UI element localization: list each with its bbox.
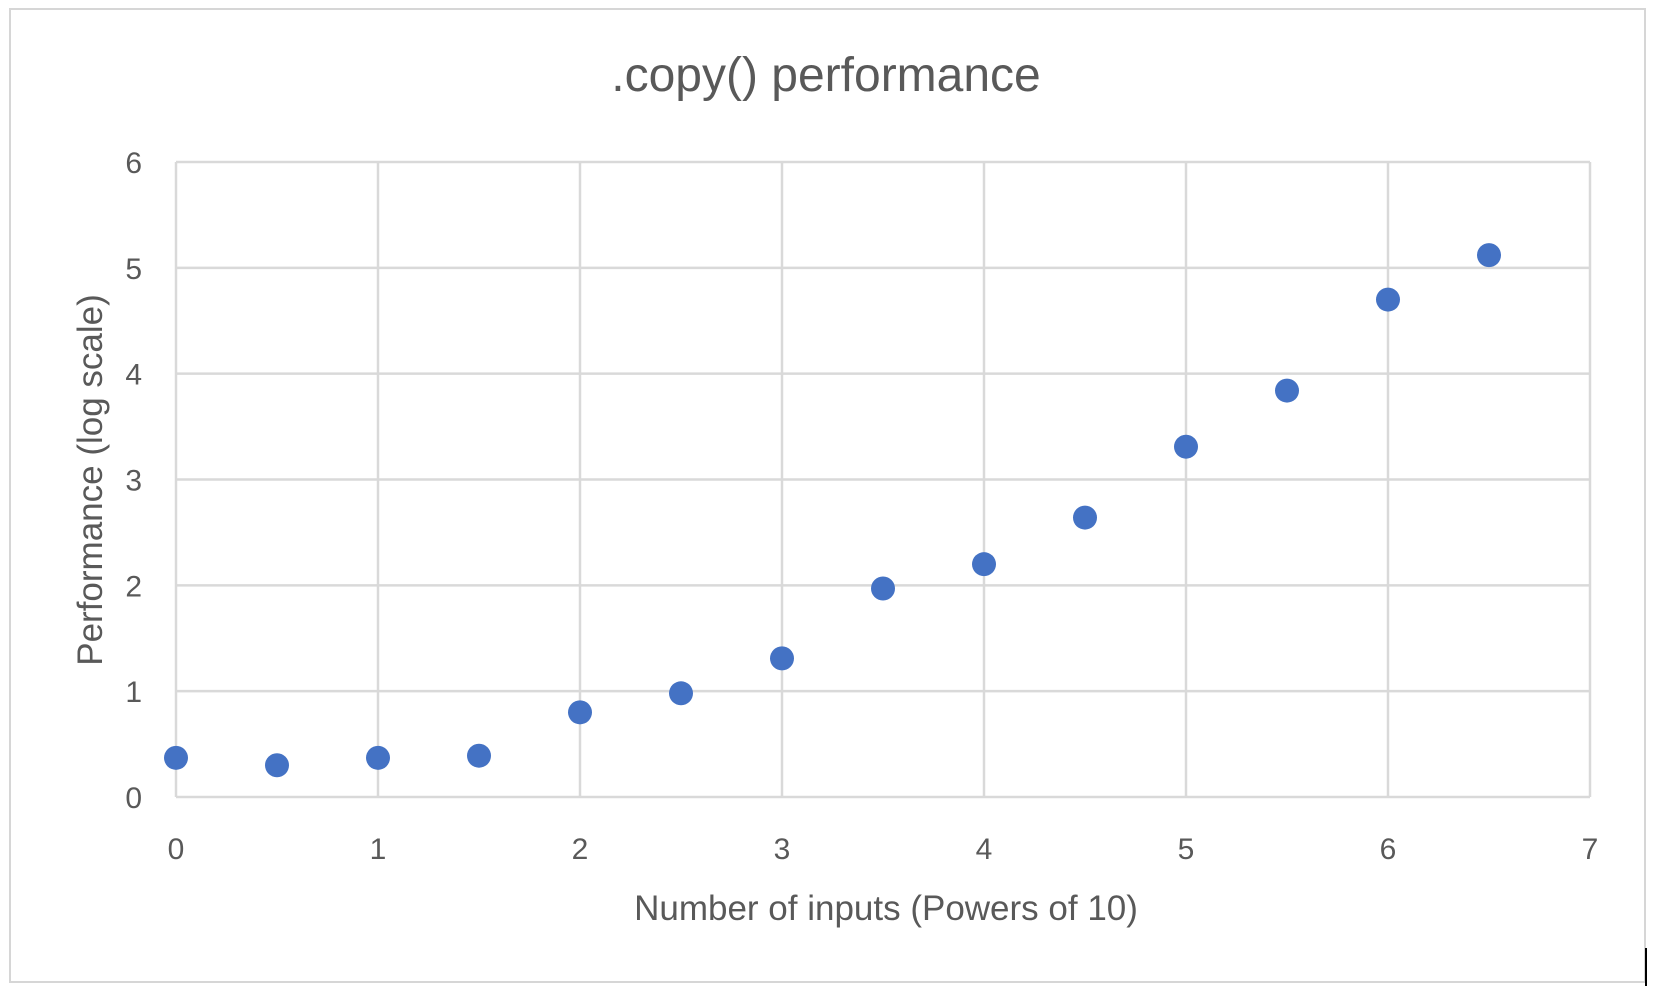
y-axis-title: Performance (log scale) xyxy=(71,294,110,666)
data-point xyxy=(1477,243,1501,268)
corner-mark xyxy=(1645,948,1647,986)
x-tick-label: 6 xyxy=(1380,833,1397,866)
x-tick-label: 2 xyxy=(572,833,589,866)
x-axis-title: Number of inputs (Powers of 10) xyxy=(634,889,1138,928)
data-point xyxy=(972,552,996,577)
data-point xyxy=(1376,287,1400,312)
data-point xyxy=(366,745,390,770)
x-tick-label: 7 xyxy=(1582,833,1599,866)
y-tick-label: 2 xyxy=(125,570,142,603)
data-point xyxy=(568,700,592,725)
x-tick-label: 4 xyxy=(976,833,993,866)
x-tick-label: 0 xyxy=(168,833,185,866)
y-tick-label: 3 xyxy=(125,465,142,498)
y-tick-label: 0 xyxy=(125,782,142,815)
x-tick-label: 1 xyxy=(370,833,387,866)
data-point xyxy=(467,743,491,768)
y-tick-label: 5 xyxy=(125,253,142,286)
data-point xyxy=(1073,505,1097,530)
y-tick-label: 6 xyxy=(125,147,142,180)
data-point xyxy=(164,745,188,770)
data-point xyxy=(770,646,794,671)
data-points xyxy=(164,243,1501,778)
x-tick-label: 3 xyxy=(774,833,791,866)
grid xyxy=(174,160,1592,799)
data-point xyxy=(1275,378,1299,403)
y-tick-label: 4 xyxy=(125,359,142,392)
x-tick-label: 5 xyxy=(1178,833,1195,866)
data-point xyxy=(265,753,289,778)
tick-labels: 0 1 2 3 4 5 6 0 1 2 3 4 5 6 7 xyxy=(125,147,1598,866)
data-point xyxy=(871,576,895,601)
data-point xyxy=(669,681,693,706)
chart-title: .copy() performance xyxy=(611,49,1041,102)
y-tick-label: 1 xyxy=(125,676,142,709)
data-point xyxy=(1174,434,1198,459)
chart-area xyxy=(9,8,1646,983)
